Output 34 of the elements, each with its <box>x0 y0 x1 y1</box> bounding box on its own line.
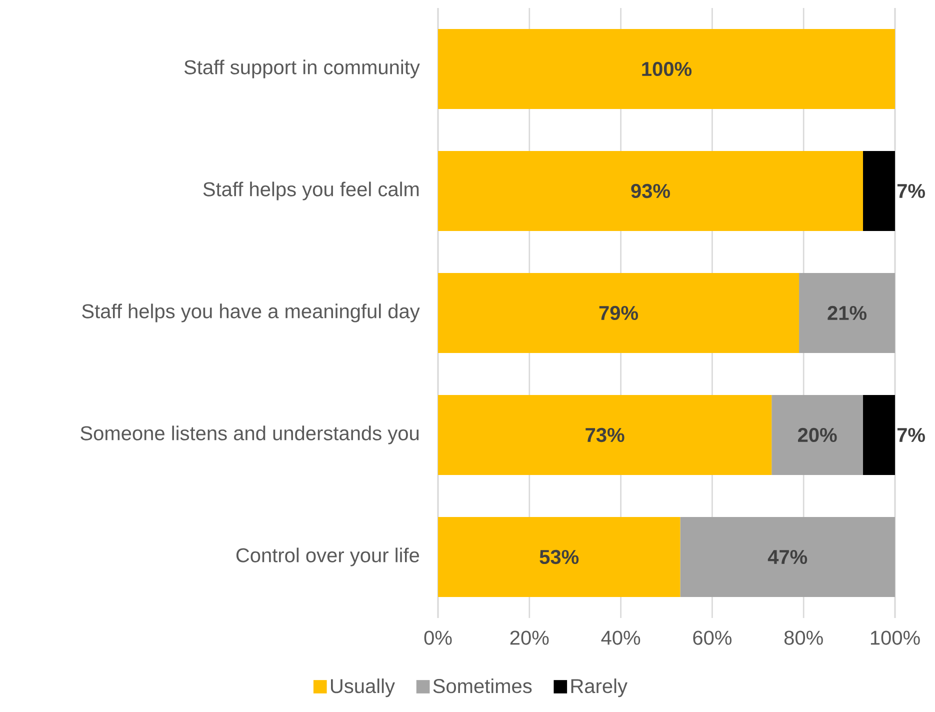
data-label: 79% <box>599 306 638 320</box>
x-tick-label: 20% <box>510 630 549 645</box>
data-label: 21% <box>828 306 866 320</box>
x-tick-label: 100% <box>870 630 920 645</box>
x-tick-label: 80% <box>784 630 823 645</box>
bar <box>438 150 864 231</box>
y-tick-label: Staff helps you feel calm <box>203 182 419 200</box>
legend-label: Rarely <box>571 678 628 698</box>
data-label: 100% <box>642 62 692 76</box>
x-tick-label: 0% <box>424 630 452 645</box>
bar <box>438 29 895 109</box>
data-label: 93% <box>631 184 670 198</box>
x-tick-label: 40% <box>601 630 640 645</box>
bar <box>772 394 864 475</box>
data-label: 53% <box>540 550 579 564</box>
data-label: 7% <box>897 428 925 442</box>
data-label: 20% <box>798 428 837 442</box>
y-tick-label: Someone listens and understands you <box>80 426 419 444</box>
bar <box>799 272 895 353</box>
bar <box>863 150 895 231</box>
y-tick-label: Staff helps you have a meaningful day <box>82 304 420 322</box>
bar <box>438 272 800 353</box>
y-tick-label: Staff support in community <box>184 60 420 78</box>
x-tick-label: 60% <box>693 630 732 645</box>
bar <box>438 394 772 475</box>
y-tick-label: Control over your life <box>236 548 420 566</box>
bar <box>438 516 680 597</box>
data-label: 7% <box>897 184 925 198</box>
bar <box>863 394 895 475</box>
legend-label: Sometimes <box>433 678 532 694</box>
data-label: 47% <box>768 550 808 564</box>
legend-label: Usually <box>331 678 395 698</box>
data-label: 73% <box>586 428 624 442</box>
bar <box>680 516 895 597</box>
